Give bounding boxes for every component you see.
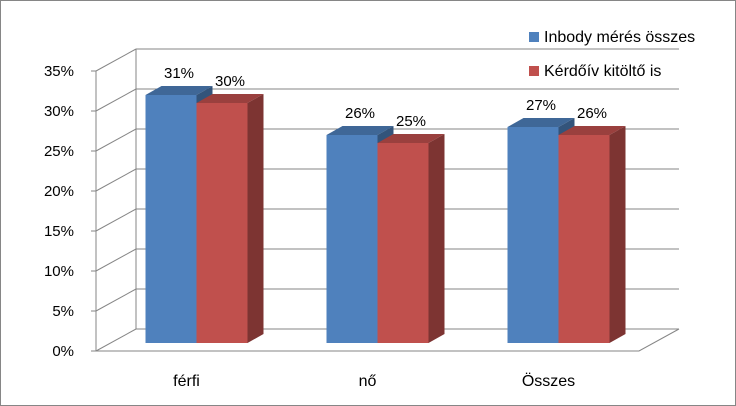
x-tick-label: férfi — [173, 373, 200, 390]
bar-side — [428, 134, 445, 343]
side-wall-gridline — [95, 288, 137, 312]
legend-item: Kérdőív kitöltő is — [529, 63, 661, 80]
y-tick-label: 25% — [44, 143, 74, 160]
data-label: 26% — [345, 105, 375, 122]
data-labels: 31% 30% 26% 25% 27% 26% — [164, 65, 607, 130]
y-tick-label: 30% — [44, 103, 74, 120]
legend-swatch — [529, 66, 539, 76]
side-wall-gridline — [95, 168, 137, 192]
legend: Inbody mérés összes Kérdőív kitöltő is — [529, 29, 695, 80]
bar-top — [145, 86, 213, 95]
bar-top — [196, 94, 264, 103]
bars — [145, 86, 626, 343]
bar — [377, 134, 445, 343]
legend-swatch — [529, 32, 539, 42]
y-tick-label: 5% — [52, 303, 74, 320]
side-wall-gridline — [95, 208, 137, 232]
bar-top — [558, 126, 626, 135]
bar-front — [507, 127, 559, 343]
side-wall-gridline — [95, 328, 137, 352]
bar-front — [377, 143, 429, 343]
side-wall-gridline — [95, 88, 137, 112]
bar-side — [247, 94, 264, 343]
data-label: 30% — [215, 73, 245, 90]
bar — [507, 118, 575, 343]
legend-label: Inbody mérés összes — [544, 29, 695, 46]
y-tick-label: 15% — [44, 223, 74, 240]
bar-top — [507, 118, 575, 127]
bar — [558, 126, 626, 343]
chart-walls — [95, 49, 680, 352]
data-label: 26% — [577, 105, 607, 122]
data-label: 31% — [164, 65, 194, 82]
y-tick-label: 10% — [44, 263, 74, 280]
data-label: 25% — [396, 113, 426, 130]
bar-front — [145, 95, 197, 343]
y-tick-label: 20% — [44, 183, 74, 200]
data-label: 27% — [526, 97, 556, 114]
floor-front-edge — [96, 328, 680, 352]
y-tick-label: 0% — [52, 343, 74, 360]
side-wall-gridline — [95, 128, 137, 152]
y-tick-label: 35% — [44, 63, 74, 80]
bar-top — [326, 126, 394, 135]
legend-item: Inbody mérés összes — [529, 29, 695, 46]
x-axis: férfi nő Összes — [173, 372, 575, 390]
side-wall-gridline — [95, 48, 137, 72]
y-axis: 0% 5% 10% 15% 20% 25% 30% 35% — [44, 63, 74, 360]
side-wall-gridline — [95, 248, 137, 272]
legend-label: Kérdőív kitöltő is — [544, 63, 661, 80]
x-tick-label: Összes — [522, 372, 575, 390]
x-tick-label: nő — [359, 373, 377, 390]
bar-front — [558, 135, 610, 343]
bar-side — [609, 126, 626, 343]
bar-front — [196, 103, 248, 343]
bar-top — [377, 134, 445, 143]
bar — [196, 94, 264, 343]
bar-front — [326, 135, 378, 343]
